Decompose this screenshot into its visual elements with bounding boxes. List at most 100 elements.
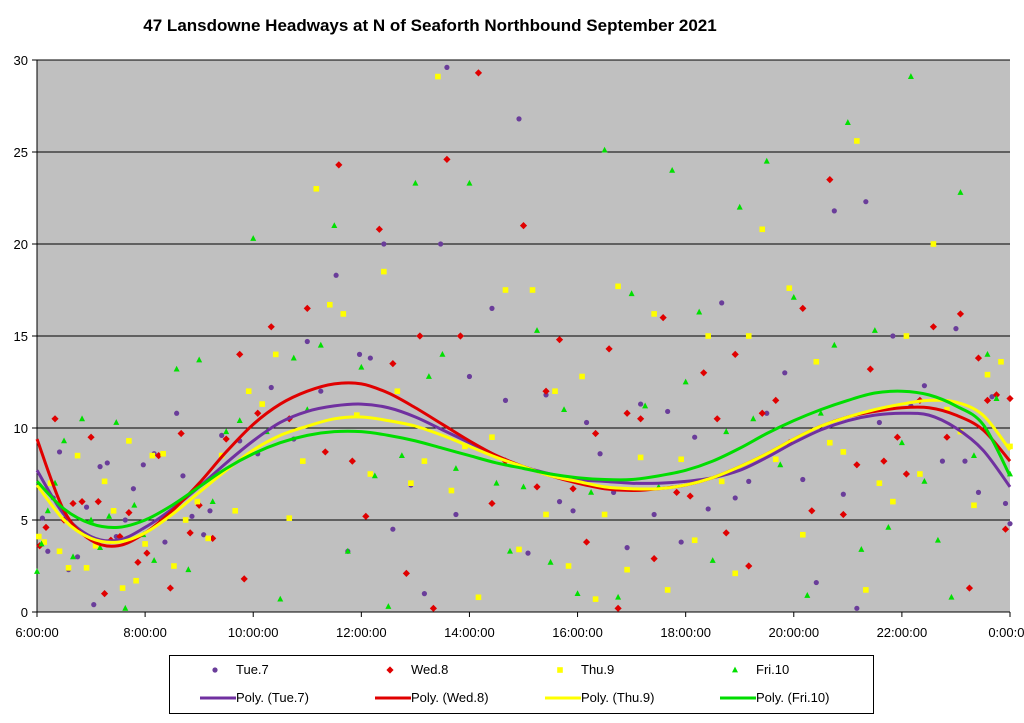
data-point-tue-7 (333, 272, 339, 278)
data-point-tue-7 (1002, 500, 1009, 507)
data-point-tue-7 (140, 462, 146, 468)
data-point-fri-10 (709, 557, 716, 563)
data-point-fri-10 (151, 557, 158, 563)
data-point-tue-7 (381, 241, 387, 247)
data-point-tue-7 (975, 489, 982, 495)
data-point-wed-8 (623, 409, 631, 417)
data-point-fri-10 (871, 327, 878, 333)
data-point-thu-9 (475, 594, 482, 601)
data-point-tue-7 (638, 401, 644, 407)
data-point-wed-8 (722, 529, 730, 537)
data-point-thu-9 (786, 285, 793, 291)
data-point-tue-7 (453, 511, 459, 518)
data-point-wed-8 (533, 483, 541, 491)
data-point-fri-10 (79, 415, 86, 422)
data-point-wed-8 (267, 323, 275, 331)
data-point-thu-9 (171, 563, 177, 569)
data-point-thu-9 (799, 531, 806, 538)
data-point-wed-8 (125, 509, 133, 517)
data-point-fri-10 (885, 523, 892, 530)
data-point-fri-10 (984, 351, 991, 357)
data-point-thu-9 (101, 478, 108, 485)
data-point-fri-10 (601, 146, 608, 153)
data-point-wed-8 (713, 415, 721, 423)
data-point-tue-7 (356, 351, 363, 357)
data-point-fri-10 (907, 73, 914, 79)
x-tick-label: 18:00:00 (660, 625, 711, 640)
data-point-tue-7 (692, 434, 698, 440)
data-point-fri-10 (561, 406, 568, 412)
legend-label: Thu.9 (581, 662, 615, 677)
data-point-fri-10 (970, 452, 977, 458)
data-point-thu-9 (624, 566, 630, 573)
legend-marker (212, 667, 218, 673)
data-point-tue-7 (74, 554, 81, 560)
data-point-wed-8 (569, 485, 577, 493)
data-point-thu-9 (142, 541, 148, 547)
data-point-fri-10 (493, 479, 500, 486)
data-point-thu-9 (110, 508, 117, 514)
data-point-fri-10 (763, 157, 770, 164)
data-point-fri-10 (723, 428, 730, 435)
data-point-thu-9 (651, 311, 657, 317)
data-point-wed-8 (429, 604, 438, 612)
data-point-wed-8 (943, 433, 951, 441)
x-tick-label: 6:00:00 (15, 625, 58, 640)
data-point-tue-7 (624, 545, 630, 551)
data-point-thu-9 (381, 268, 387, 275)
y-tick-label: 5 (21, 513, 28, 528)
data-point-thu-9 (502, 287, 509, 293)
data-point-thu-9 (827, 439, 833, 446)
legend-label: Poly. (Wed.8) (411, 690, 489, 705)
data-point-thu-9 (601, 511, 608, 518)
data-point-wed-8 (456, 332, 465, 340)
data-point-thu-9 (705, 333, 711, 339)
data-point-fri-10 (331, 222, 338, 228)
data-point-thu-9 (664, 587, 671, 593)
data-point-fri-10 (38, 540, 45, 547)
data-point-thu-9 (313, 186, 320, 192)
data-point-tue-7 (556, 499, 563, 505)
data-point-thu-9 (998, 358, 1004, 365)
data-point-tue-7 (651, 511, 657, 518)
data-point-wed-8 (673, 488, 681, 496)
data-point-thu-9 (691, 537, 698, 544)
data-point-tue-7 (174, 410, 180, 416)
data-point-fri-10 (696, 308, 703, 315)
data-point-tue-7 (746, 478, 752, 484)
data-point-fri-10 (993, 395, 1000, 401)
data-point-tue-7 (516, 116, 522, 122)
data-point-fri-10 (398, 452, 405, 458)
data-point-fri-10 (196, 356, 203, 363)
data-point-thu-9 (448, 487, 455, 494)
legend-line (200, 696, 236, 700)
data-point-fri-10 (588, 489, 595, 495)
chart-title: 47 Lansdowne Headways at N of Seaforth N… (143, 16, 717, 35)
data-point-fri-10 (439, 351, 446, 357)
data-point-tue-7 (863, 199, 869, 205)
data-point-thu-9 (83, 565, 90, 571)
data-point-thu-9 (890, 498, 896, 505)
data-point-wed-8 (637, 415, 645, 423)
data-point-thu-9 (863, 587, 869, 593)
data-point-thu-9 (579, 373, 585, 380)
data-point-fri-10 (452, 465, 459, 471)
data-point-fri-10 (358, 363, 365, 370)
data-point-fri-10 (185, 566, 192, 573)
data-point-thu-9 (678, 456, 684, 463)
data-point-fri-10 (831, 341, 838, 348)
data-point-thu-9 (930, 241, 937, 247)
data-point-tue-7 (130, 486, 136, 492)
data-point-tue-7 (705, 506, 711, 512)
data-point-thu-9 (340, 311, 347, 317)
data-point-fri-10 (790, 293, 797, 300)
data-point-wed-8 (519, 222, 528, 230)
data-point-thu-9 (394, 388, 401, 394)
data-point-fri-10 (520, 483, 527, 490)
data-point-thu-9 (354, 412, 360, 418)
data-point-tue-7 (678, 539, 684, 545)
data-point-wed-8 (488, 499, 496, 508)
data-point-fri-10 (934, 536, 941, 543)
legend-label: Tue.7 (236, 662, 269, 677)
data-point-thu-9 (421, 458, 428, 464)
